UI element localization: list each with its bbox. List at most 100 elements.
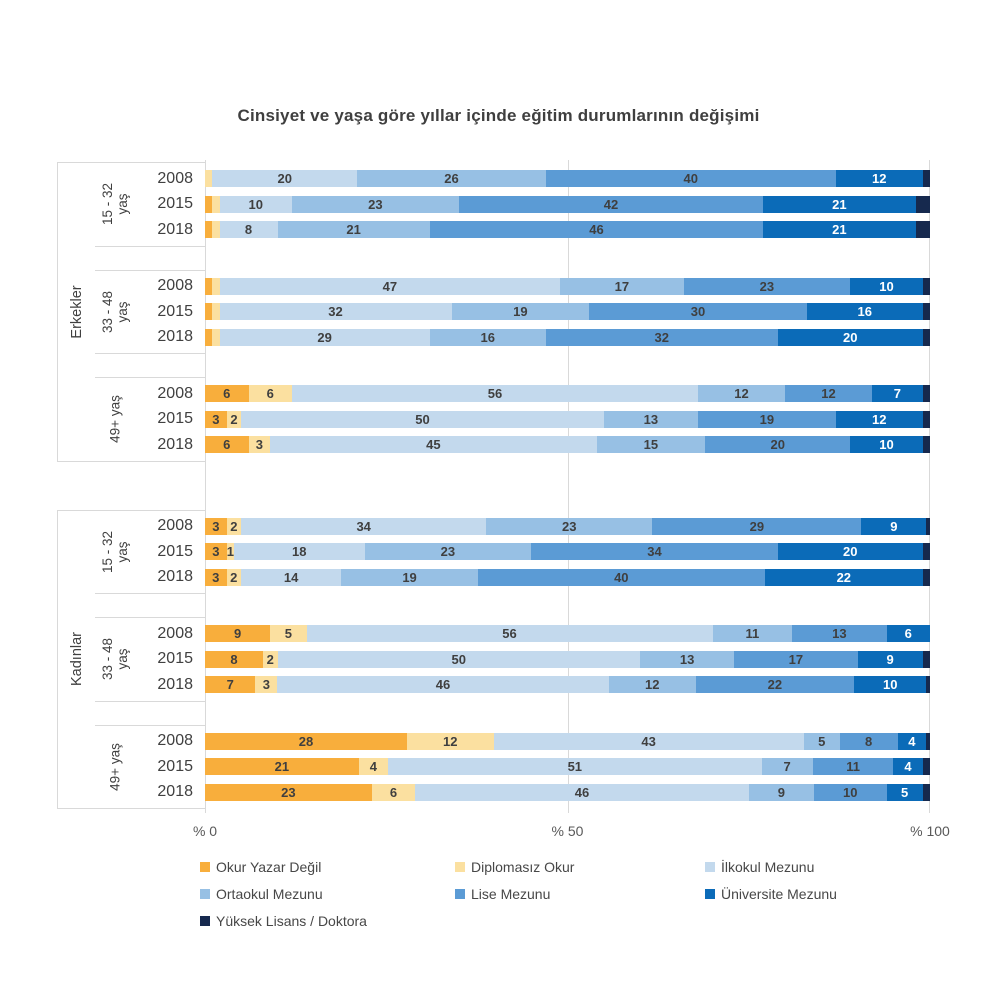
bar-segment-ortaokul-mezunu: 26 (357, 170, 546, 188)
segment-value-label: 9 (234, 626, 242, 642)
age-label: 15 - 32 yaş (99, 183, 130, 226)
bar-segment-y-ksek-lisans-doktora (922, 277, 930, 295)
segment-value-label: 46 (574, 784, 590, 800)
segment-value-label: 28 (298, 733, 314, 749)
segment-value-label: 3 (255, 437, 263, 453)
stacked-bar: 20 26 40 12 (205, 170, 930, 188)
stacked-bar: 7 3 46 12 22 10 (205, 676, 930, 694)
bar-segment-niversite-mezunu: 7 (872, 385, 923, 403)
bar-segment-y-ksek-lisans-doktora (922, 568, 930, 586)
segment-value-label: 21 (346, 222, 361, 238)
legend-label: Ortaokul Mezunu (216, 886, 323, 902)
axis-tick-100: % 100 (910, 823, 950, 839)
bar-segment-y-ksek-lisans-doktora (922, 410, 930, 428)
segment-value-label: 8 (865, 733, 873, 749)
bar-segment-ortaokul-mezunu: 13 (603, 410, 698, 428)
bar-segment-i-lkokul-mezunu: 45 (270, 436, 597, 454)
bar-segment-niversite-mezunu: 6 (886, 625, 930, 643)
bar-segment-i-lkokul-mezunu: 43 (493, 732, 804, 750)
bar-segment-diplomas-z-okur: 2 (226, 410, 242, 428)
segment-value-label: 6 (904, 626, 912, 642)
segment-value-label: 12 (734, 386, 749, 402)
bar-segment-ortaokul-mezunu: 13 (640, 650, 735, 668)
segment-value-label: 9 (777, 784, 785, 800)
segment-value-label: 23 (281, 784, 296, 800)
bar-segment-diplomas-z-okur (212, 221, 220, 239)
segment-value-label: 2 (230, 411, 238, 427)
segment-value-label: 20 (843, 329, 858, 345)
segment-value-label: 11 (745, 626, 760, 642)
age-label: 49+ yaş (107, 395, 123, 444)
year-label: 2008 (157, 732, 193, 750)
segment-value-label: 19 (402, 569, 417, 585)
bar-segment-okur-yazar-de-il (205, 277, 213, 295)
year-label: 2018 (157, 435, 193, 453)
gender-label-cell: Erkekler (57, 162, 95, 462)
segment-value-label: 17 (788, 651, 804, 667)
stacked-bar: 9 5 56 11 13 6 (205, 625, 930, 643)
segment-value-label: 21 (274, 759, 290, 775)
segment-value-label: 46 (589, 222, 604, 238)
year-label: 2008 (157, 384, 193, 402)
bar-segment-y-ksek-lisans-doktora (922, 385, 930, 403)
bar-segment-i-lkokul-mezunu: 8 (219, 221, 278, 239)
bar-row: 2008 20 26 40 12 (135, 166, 940, 192)
bar-segment-lise-mezunu: 10 (814, 783, 887, 801)
age-group-15-32-ya: 15 - 32 yaş 2008 20 26 40 12 2015 10 23 42 21 2… (95, 162, 940, 247)
segment-value-label: 16 (480, 329, 495, 345)
bar-segment-okur-yazar-de-il: 6 (205, 385, 249, 403)
bar-segment-ortaokul-mezunu: 7 (761, 758, 813, 776)
bar-segment-diplomas-z-okur: 12 (406, 732, 494, 750)
legend-item-niversite-mezunu: Üniversite Mezunu (705, 886, 940, 902)
segment-value-label: 1 (226, 544, 234, 560)
segment-value-label: 32 (328, 304, 343, 320)
segment-value-label: 7 (893, 386, 901, 402)
year-label: 2008 (157, 277, 193, 295)
bar-segment-diplomas-z-okur: 2 (263, 650, 278, 668)
segment-value-label: 6 (223, 386, 231, 402)
segment-value-label: 42 (603, 196, 619, 212)
segment-value-label: 21 (832, 222, 847, 238)
chart-title: Cinsiyet ve yaşa göre yıllar içinde eğit… (237, 106, 760, 125)
bar-segment-lise-mezunu: 42 (458, 195, 764, 213)
bar-segment-lise-mezunu: 46 (429, 221, 764, 239)
bar-segment-y-ksek-lisans-doktora (922, 650, 930, 668)
gender-label-cell: Kadınlar (57, 509, 95, 809)
bar-segment-lise-mezunu: 32 (545, 328, 778, 346)
bar-segment-niversite-mezunu: 9 (857, 650, 923, 668)
legend-item-y-ksek-lisans-doktora: Yüksek Lisans / Doktora (200, 913, 455, 929)
segment-value-label: 2 (230, 569, 238, 585)
age-group-33-48-ya: 33 - 48 yaş 2008 47 17 23 10 2015 32 19 30 16 2… (95, 269, 940, 355)
gender-block-kad-nlar: Kadınlar 15 - 32 yaş 2008 3 2 34 23 29 9 2015 … (57, 509, 940, 809)
gender-label: Erkekler (68, 285, 85, 339)
gridline-100 (929, 160, 930, 813)
bar-segment-ortaokul-mezunu: 23 (486, 517, 653, 535)
bar-segment-niversite-mezunu: 21 (763, 195, 916, 213)
stacked-bar: 8 2 50 13 17 9 (205, 650, 930, 668)
bar-segment-ortaokul-mezunu: 12 (608, 676, 696, 694)
legend-label: Yüksek Lisans / Doktora (216, 913, 367, 929)
bar-segment-i-lkokul-mezunu: 50 (277, 650, 640, 668)
bar-segment-niversite-mezunu: 16 (806, 303, 923, 321)
legend-item-lise-mezunu: Lise Mezunu (455, 886, 705, 902)
segment-value-label: 9 (890, 518, 898, 534)
age-group-33-48-ya: 33 - 48 yaş 2008 9 5 56 11 13 6 2015 8 2 50 13 17 9… (95, 617, 940, 702)
bar-segment-lise-mezunu: 8 (839, 732, 898, 750)
bar-segment-ortaokul-mezunu: 16 (429, 328, 546, 346)
stacked-bar: 3 2 14 19 40 22 (205, 568, 930, 586)
segment-value-label: 26 (444, 171, 459, 187)
age-label: 33 - 48 yaş (99, 638, 130, 681)
stacked-bar: 23 6 46 9 10 5 (205, 783, 930, 801)
bar-segment-niversite-mezunu: 12 (835, 170, 923, 188)
bar-segment-niversite-mezunu: 4 (893, 758, 923, 776)
segment-value-label: 3 (212, 518, 220, 534)
chart-groups: Erkekler 15 - 32 yaş 2008 20 26 40 12 2015 1… (57, 162, 940, 809)
bar-segment-diplomas-z-okur (212, 328, 220, 346)
bar-row: 2015 21 4 51 7 11 4 (135, 754, 940, 780)
age-label-cell: 15 - 32 yaş (95, 166, 135, 243)
bar-segment-i-lkokul-mezunu: 32 (219, 303, 452, 321)
bar-segment-ortaokul-mezunu: 23 (364, 543, 532, 561)
segment-value-label: 13 (832, 626, 847, 642)
legend-label: Diplomasız Okur (471, 859, 575, 875)
bar-segment-i-lkokul-mezunu: 18 (234, 543, 365, 561)
